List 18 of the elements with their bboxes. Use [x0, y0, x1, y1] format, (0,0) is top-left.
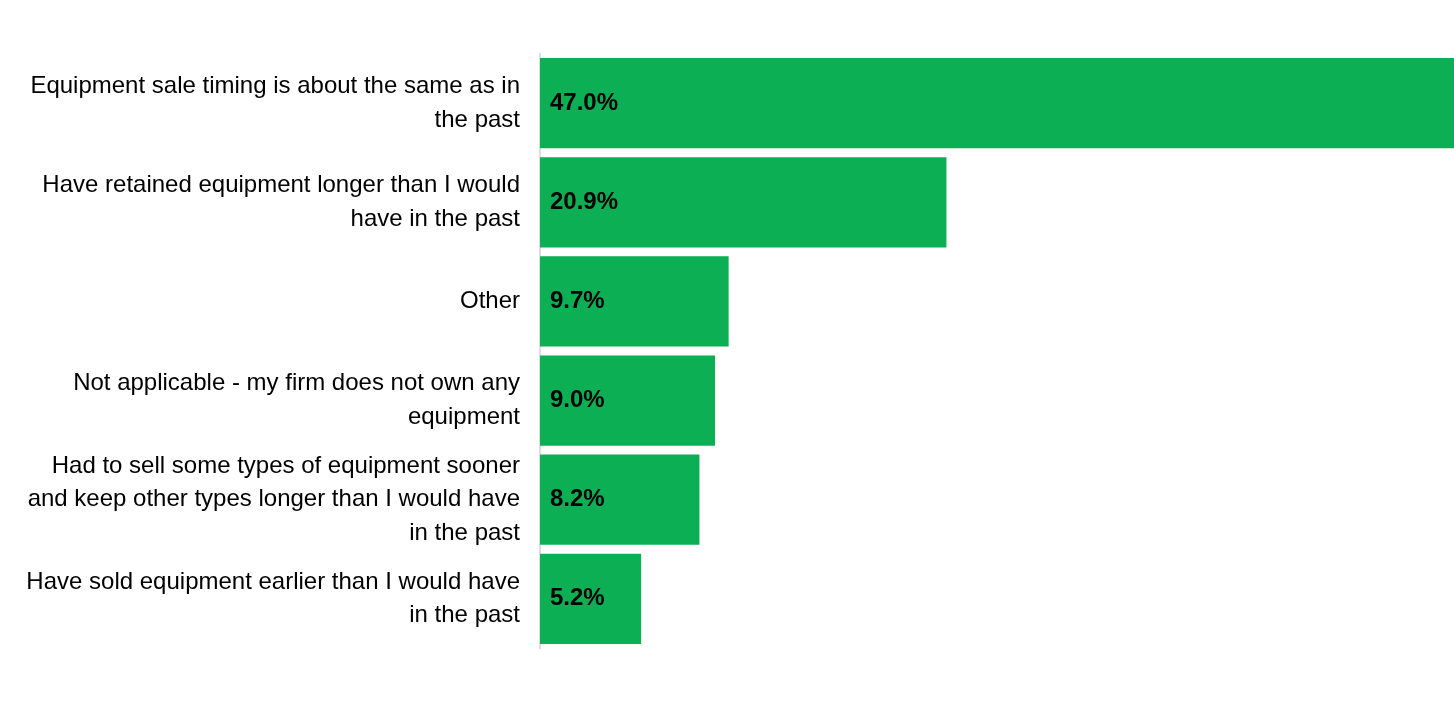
y-tick-label: Not applicable - my firm does not own any equipment [73, 368, 521, 429]
bar [540, 454, 700, 545]
bar [540, 355, 716, 446]
bar [540, 553, 642, 644]
y-tick-label: Have retained equipment longer than I would have in the past [42, 170, 521, 231]
data-label: 9.7% [550, 286, 605, 314]
data-label: 8.2% [550, 484, 605, 512]
bar [540, 157, 947, 248]
data-label: 47.0% [550, 87, 619, 115]
data-label: 9.0% [550, 385, 605, 413]
y-tick-label: Other [459, 286, 520, 314]
data-label: 5.2% [550, 583, 605, 611]
data-label: 20.9% [550, 186, 619, 214]
y-tick-label: Have sold equipment earlier than I would have in the past [26, 566, 521, 628]
bar [540, 58, 1454, 149]
y-tick-label: Equipment sale timing is about the same as in the past [30, 70, 521, 132]
y-tick-label: Had to sell some types of equipment sooner and keep other types longer than I would have in the past [27, 450, 521, 545]
bar [540, 256, 729, 347]
